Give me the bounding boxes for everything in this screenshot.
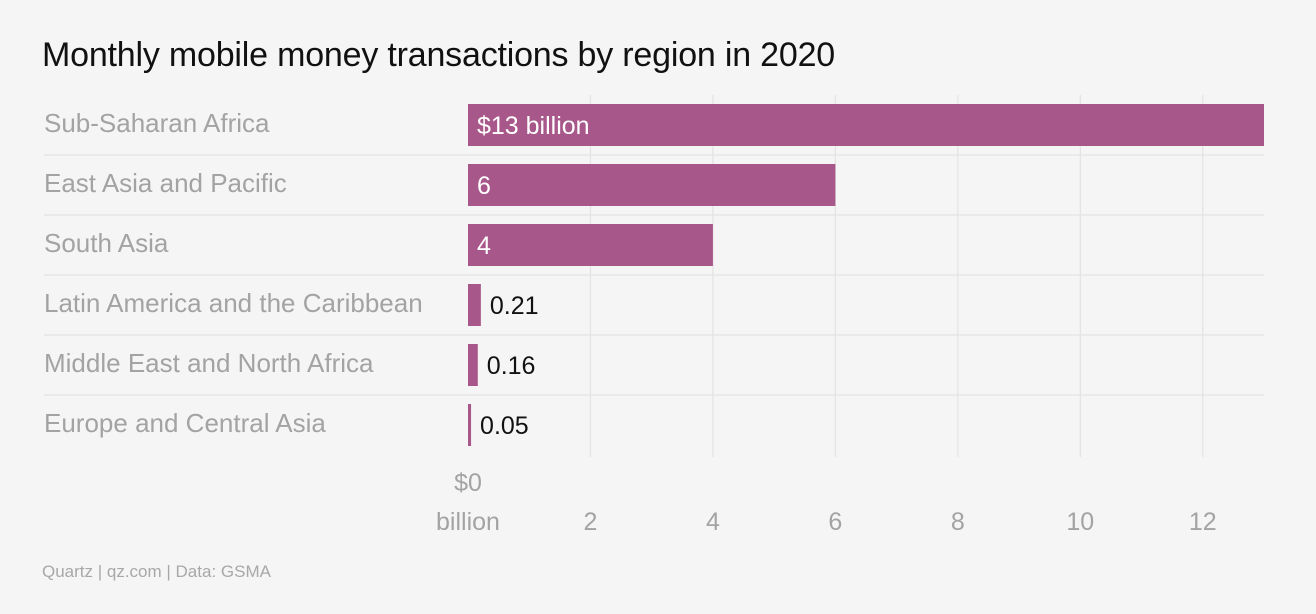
data-label: $13 billion: [477, 112, 590, 140]
data-label: 6: [477, 172, 491, 200]
x-tick-label: $0: [454, 469, 482, 497]
x-tick-label: 8: [951, 508, 965, 536]
data-label: 0.16: [487, 352, 536, 380]
data-label: 4: [477, 232, 491, 260]
category-label: Middle East and North Africa: [44, 348, 374, 378]
category-label: South Asia: [44, 228, 169, 258]
x-tick-label: 6: [828, 508, 842, 536]
chart-title: Monthly mobile money transactions by reg…: [42, 36, 836, 74]
category-label: Europe and Central Asia: [44, 408, 326, 438]
category-label: Latin America and the Caribbean: [44, 288, 423, 318]
bar: [468, 224, 713, 266]
x-tick-label: 10: [1066, 508, 1094, 536]
source-credit: Quartz | qz.com | Data: GSMA: [42, 562, 271, 581]
bar: [468, 404, 472, 446]
x-tick-label: 2: [584, 508, 598, 536]
x-tick-label: 4: [706, 508, 720, 536]
category-label: East Asia and Pacific: [44, 168, 287, 198]
x-tick-unit-label: billion: [436, 508, 500, 536]
category-label: Sub-Saharan Africa: [44, 108, 270, 138]
x-tick-label: 12: [1189, 508, 1217, 536]
data-label: 0.21: [490, 292, 539, 320]
bar: [468, 164, 836, 206]
data-label: 0.05: [480, 412, 529, 440]
bar: [468, 104, 1264, 146]
bar: [468, 344, 478, 386]
bar: [468, 284, 481, 326]
